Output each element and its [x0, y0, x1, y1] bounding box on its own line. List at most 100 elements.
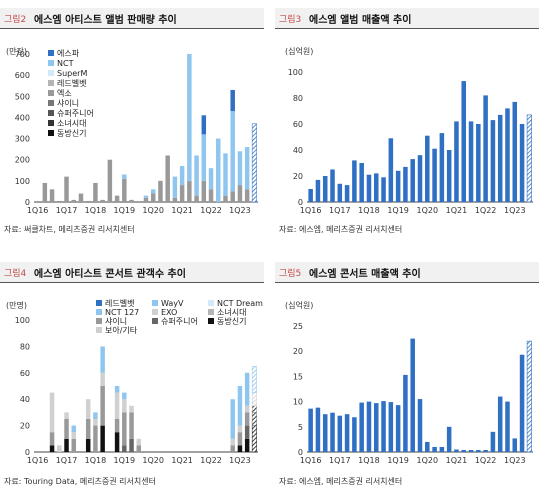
- bar: [476, 449, 481, 452]
- chart-panel-concert-revenue: 그림5 에스엠 콘서트 매출액 추이 (십억원) 0 5 10 15 20 25 1Q16 1…: [275, 262, 539, 492]
- bar-segment: [251, 365, 257, 393]
- album-sales-chart: 0 100 200 300 400 500 600 700 1Q16 1Q17 1Q18 1Q19 1Q…: [15, 49, 258, 215]
- bar-segment: [129, 405, 134, 413]
- bar-segment: [251, 425, 257, 453]
- bar: [359, 163, 364, 202]
- legend-label: EXO: [161, 308, 177, 317]
- y-tick-label: 200: [15, 156, 30, 165]
- y-tick-label: 400: [15, 113, 30, 122]
- bar: [344, 414, 350, 452]
- legend-swatch: [48, 120, 54, 126]
- bar-segment: [230, 89, 235, 112]
- legend-label: 샤이니: [57, 98, 79, 108]
- bar: [366, 174, 372, 202]
- album-revenue-chart: 0 20 40 60 80 100 1Q16 1Q17 1Q18 1Q19 1Q20 1Q21 1Q22…: [288, 68, 533, 215]
- bar-segment: [85, 399, 91, 419]
- legend-label: NCT: [57, 59, 74, 68]
- bar: [344, 185, 350, 202]
- x-tick-label: 1Q17: [56, 456, 78, 465]
- legend-swatch: [48, 50, 54, 56]
- bar: [308, 408, 313, 452]
- bar-segment: [194, 155, 199, 196]
- bar-segment: [100, 199, 105, 202]
- bar: [373, 173, 379, 202]
- legend-swatch: [48, 80, 54, 86]
- bar-segment: [244, 147, 250, 190]
- bar: [337, 183, 343, 202]
- legend-label: 샤이니: [105, 316, 127, 326]
- bar-segment: [201, 134, 207, 181]
- bar-segment: [208, 168, 214, 190]
- legend-label: NCT Dream: [217, 299, 263, 308]
- bar-segment: [122, 174, 127, 179]
- bar-segment: [71, 425, 76, 433]
- x-tick-label: 1Q16: [300, 206, 322, 215]
- x-tick-label: 1Q17: [329, 206, 351, 215]
- bar-segment: [230, 191, 235, 202]
- x-tick-label: 1Q18: [85, 206, 107, 215]
- bar-segment: [201, 115, 207, 135]
- legend-label: 동방신기: [217, 316, 246, 326]
- legend-label: 레드벨벳: [57, 78, 86, 88]
- bar-segment: [237, 185, 243, 202]
- bar-segment: [49, 432, 55, 446]
- bar: [461, 81, 467, 202]
- bar-segment: [165, 155, 170, 202]
- bar: [395, 405, 401, 452]
- bar-segment: [78, 193, 84, 202]
- bar-segment: [42, 182, 48, 202]
- bar-segment: [49, 189, 55, 202]
- y-tick-label: 10: [293, 398, 303, 407]
- bar-segment: [150, 193, 156, 202]
- x-tick-label: 1Q21: [446, 456, 468, 465]
- bar: [403, 374, 408, 452]
- legend-label: 소녀시대: [217, 308, 246, 317]
- bar: [352, 160, 357, 202]
- legend-label: NCT 127: [105, 308, 139, 317]
- bar-segment: [85, 438, 91, 452]
- source-note: 자료: Touring Data, 메리츠증권 리서치센터: [4, 477, 156, 486]
- bar: [505, 401, 510, 452]
- bar-segment: [114, 392, 120, 419]
- bar-segment: [251, 405, 257, 413]
- bar-segment: [172, 176, 178, 198]
- legend-label: 소녀시대: [57, 119, 86, 128]
- bar: [490, 431, 496, 452]
- bar: [381, 177, 386, 202]
- source-note: 자료: 에스엠, 메리츠증권 리서치센터: [279, 225, 403, 234]
- x-tick-label: 1Q17: [56, 206, 78, 215]
- bar: [526, 114, 532, 203]
- concert-audience-chart: 0 20 40 60 80 100 1Q16 1Q17 1Q18 1Q19 1Q20 1Q21 1Q22…: [15, 298, 263, 465]
- bar-segment: [237, 151, 243, 186]
- y-tick-label: 20: [20, 422, 30, 431]
- y-tick-label: 500: [15, 92, 30, 101]
- y-unit-label: (만장): [6, 47, 27, 56]
- chart-title-bar: 그림5 에스엠 콘서트 매출액 추이: [275, 262, 539, 283]
- bar: [352, 417, 357, 452]
- bar: [505, 108, 510, 202]
- bar: [497, 114, 503, 202]
- x-tick-label: 1Q23: [229, 456, 251, 465]
- bar-segment: [223, 153, 228, 196]
- legend-label: 슈퍼주니어: [57, 108, 94, 118]
- bar-segment: [64, 438, 69, 452]
- y-tick-label: 700: [15, 50, 30, 59]
- bar-segment: [107, 159, 113, 202]
- bar-segment: [136, 445, 142, 452]
- y-unit-label: (십억원): [285, 47, 314, 56]
- bar: [439, 133, 445, 202]
- y-tick-label: 80: [293, 94, 303, 103]
- x-tick-label: 1Q16: [27, 456, 49, 465]
- bar-segment: [230, 445, 235, 452]
- bar-segment: [85, 419, 91, 439]
- bar-segment: [143, 195, 149, 198]
- x-tick-label: 1Q20: [417, 206, 439, 215]
- bar: [468, 121, 474, 202]
- x-tick-label: 1Q23: [504, 206, 526, 215]
- bar-segment: [71, 438, 76, 452]
- x-tick-label: 1Q19: [387, 206, 409, 215]
- legend-swatch: [152, 300, 158, 306]
- bar: [315, 407, 321, 452]
- bar: [330, 169, 335, 202]
- legend-swatch: [96, 309, 102, 315]
